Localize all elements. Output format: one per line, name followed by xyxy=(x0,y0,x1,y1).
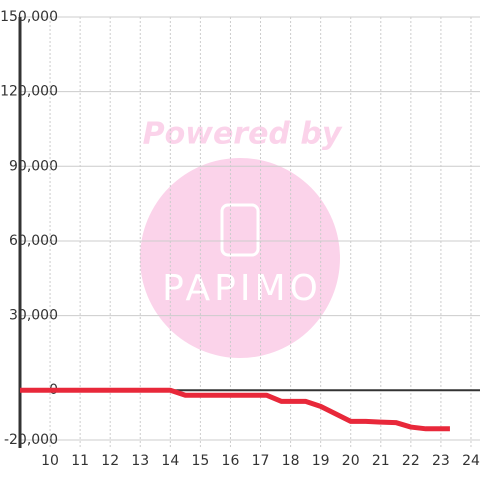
watermark-top: Powered by xyxy=(143,117,343,152)
x-tick-label: 22 xyxy=(402,453,420,469)
y-tick-label: 90,000 xyxy=(9,158,58,174)
series-line xyxy=(20,387,450,432)
x-tick-label: 20 xyxy=(342,453,360,469)
x-tick-label: 11 xyxy=(71,453,89,469)
x-tick-label: 21 xyxy=(372,453,390,469)
x-tick-label: 23 xyxy=(432,453,450,469)
watermark-bottom: PAPIMO xyxy=(162,268,322,309)
y-tick-label: 30,000 xyxy=(9,308,58,324)
x-tick-label: 18 xyxy=(282,453,300,469)
watermark-circle xyxy=(140,158,340,358)
x-tick-label: 16 xyxy=(222,453,240,469)
y-tick-label: 150,000 xyxy=(0,9,58,25)
x-tick-label: 13 xyxy=(131,453,149,469)
y-tick-label: 120,000 xyxy=(0,84,58,100)
x-tick-label: 19 xyxy=(312,453,330,469)
x-tick-label: 12 xyxy=(101,453,119,469)
x-tick-label: 14 xyxy=(161,453,179,469)
watermark-icon xyxy=(220,203,260,257)
x-tick-label: 10 xyxy=(41,453,59,469)
x-tick-label: 17 xyxy=(252,453,270,469)
y-tick-label: 60,000 xyxy=(9,233,58,249)
x-tick-label: 24 xyxy=(462,453,480,469)
x-tick-label: 15 xyxy=(191,453,209,469)
y-tick-label: -20,000 xyxy=(4,432,58,448)
